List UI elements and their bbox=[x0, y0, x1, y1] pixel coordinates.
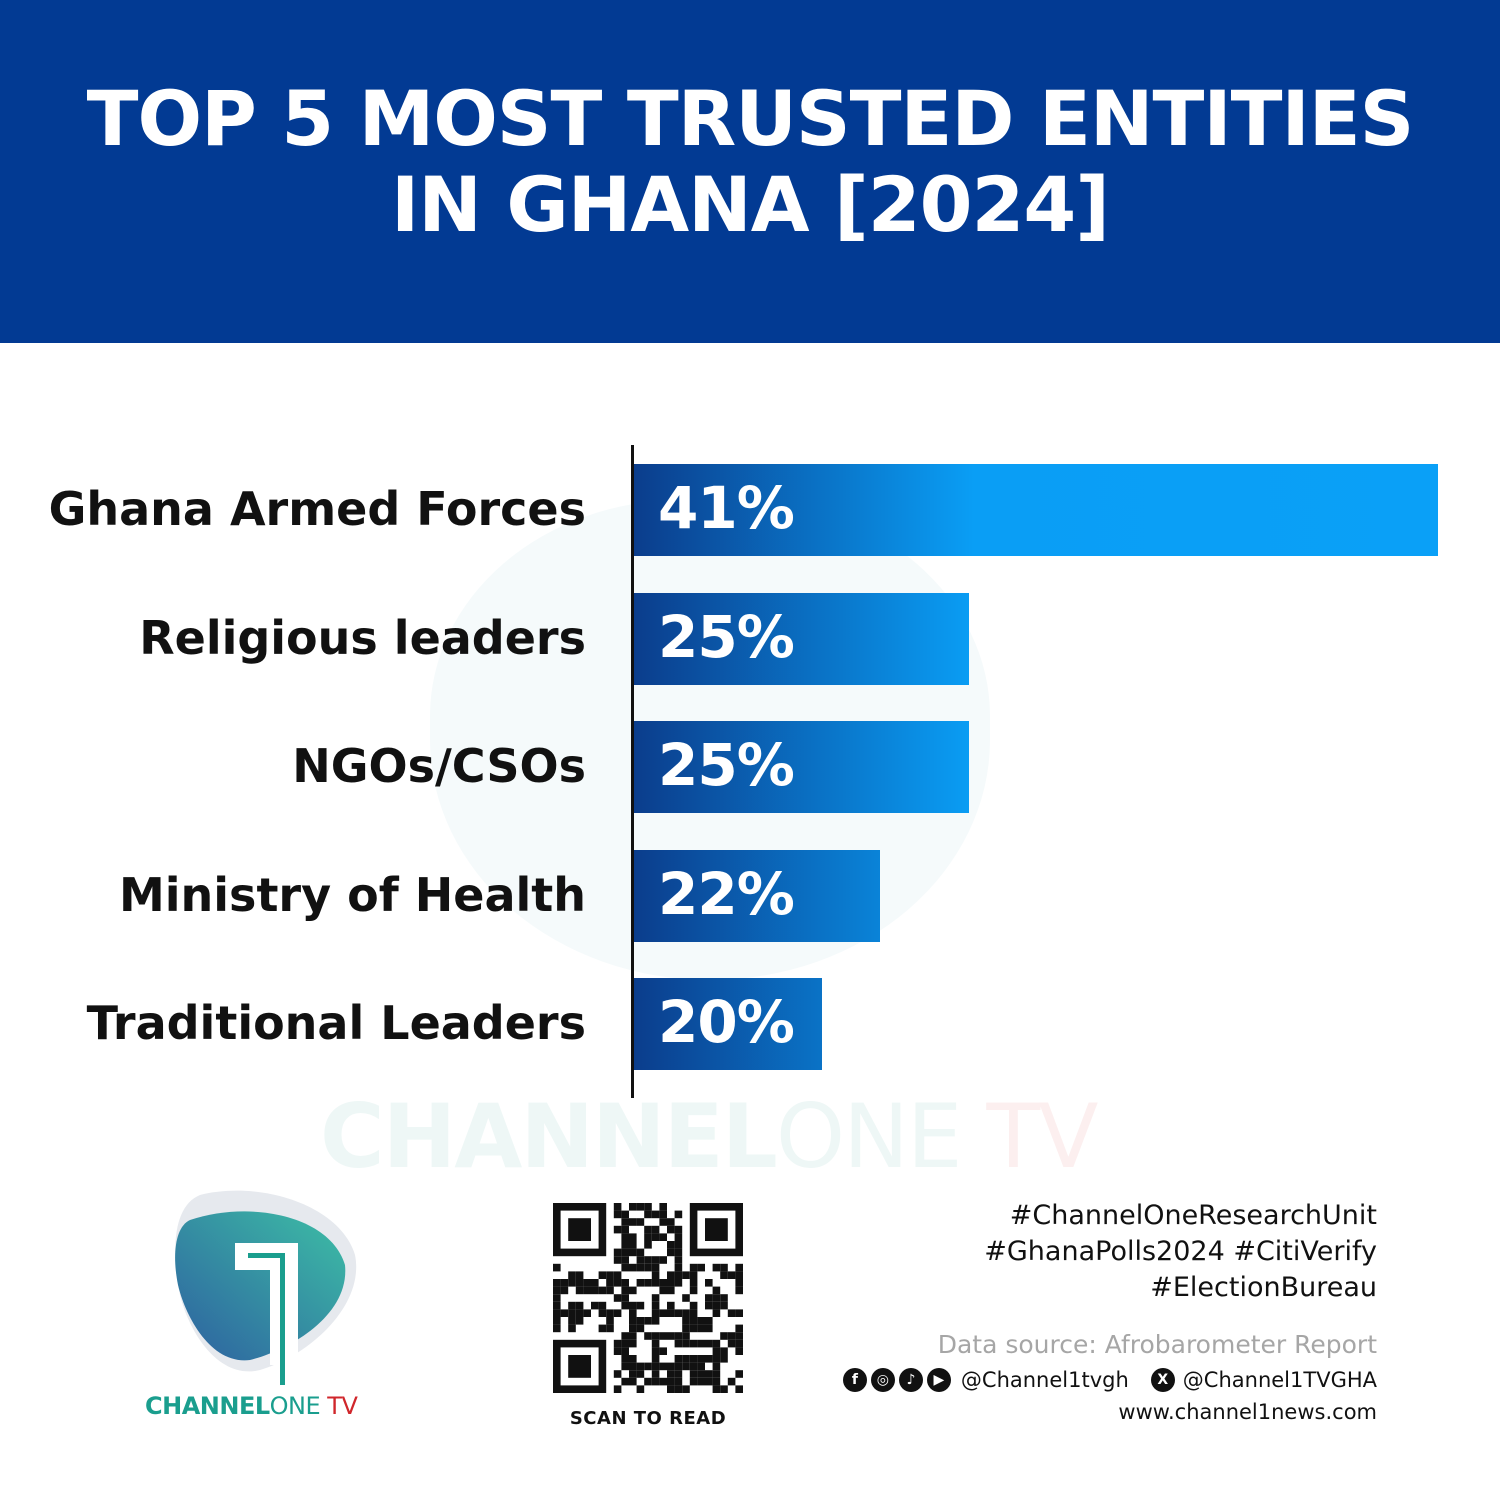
instagram-icon: ◎ bbox=[870, 1368, 895, 1392]
bar bbox=[634, 978, 822, 1070]
bar-value-label: 22% bbox=[658, 859, 795, 928]
handle-x: @Channel1TVGHA bbox=[1182, 1368, 1377, 1392]
bar bbox=[634, 592, 969, 685]
chart-axis-line bbox=[631, 445, 634, 1098]
social-handles: f ◎ ♪ ▶ @Channel1tvgh X @Channel1TVGHA bbox=[842, 1368, 1377, 1392]
title-line-2: IN GHANA [2024] bbox=[390, 159, 1110, 249]
qr-label: SCAN TO READ bbox=[569, 1408, 727, 1429]
category-label: NGOs/CSOs bbox=[292, 739, 586, 793]
bar-value-label: 25% bbox=[658, 602, 795, 671]
bar bbox=[634, 721, 969, 813]
category-label: Traditional Leaders bbox=[86, 996, 586, 1050]
header-banner: TOP 5 MOST TRUSTED ENTITIES IN GHANA [20… bbox=[0, 0, 1500, 343]
logo-part: CHANNEL bbox=[145, 1392, 270, 1420]
x-icon: X bbox=[1150, 1368, 1175, 1392]
logo-part: ONE bbox=[269, 1392, 321, 1420]
title-line-1: TOP 5 MOST TRUSTED ENTITIES bbox=[86, 73, 1415, 163]
logo-wordmark: CHANNELONE TV bbox=[145, 1392, 358, 1420]
data-source: Data source: Afrobarometer Report bbox=[937, 1330, 1377, 1359]
category-label: Ministry of Health bbox=[119, 867, 586, 922]
hashtag-line: #ChannelOneResearchUnit bbox=[1009, 1200, 1377, 1231]
qr-code[interactable] bbox=[553, 1203, 743, 1393]
youtube-icon: ▶ bbox=[926, 1368, 951, 1392]
channel-one-logo-icon bbox=[175, 1190, 357, 1385]
bar-value-label: 41% bbox=[658, 474, 795, 542]
watermark-text: CHANNELONE TV bbox=[320, 1085, 1099, 1188]
category-label: Religious leaders bbox=[139, 610, 586, 665]
website-link[interactable]: www.channel1news.com bbox=[1118, 1400, 1377, 1424]
watermark-part: TV bbox=[960, 1085, 1099, 1188]
watermark-part: ONE bbox=[775, 1085, 963, 1188]
hashtags: #ChannelOneResearchUnit #GhanaPolls2024 … bbox=[984, 1198, 1377, 1306]
hashtag-line: #GhanaPolls2024 #CitiVerify bbox=[984, 1236, 1377, 1267]
tiktok-icon: ♪ bbox=[898, 1368, 923, 1392]
bar-value-label: 25% bbox=[658, 731, 795, 799]
hashtag-line: #ElectionBureau bbox=[1150, 1272, 1377, 1303]
category-label: Ghana Armed Forces bbox=[48, 482, 586, 536]
bar bbox=[634, 464, 1438, 556]
handle-primary: @Channel1tvgh bbox=[960, 1368, 1129, 1392]
bar-value-label: 20% bbox=[658, 988, 795, 1056]
watermark-part: CHANNEL bbox=[320, 1085, 778, 1188]
logo-part: TV bbox=[320, 1392, 358, 1420]
bar bbox=[634, 849, 881, 942]
facebook-icon: f bbox=[842, 1368, 867, 1392]
